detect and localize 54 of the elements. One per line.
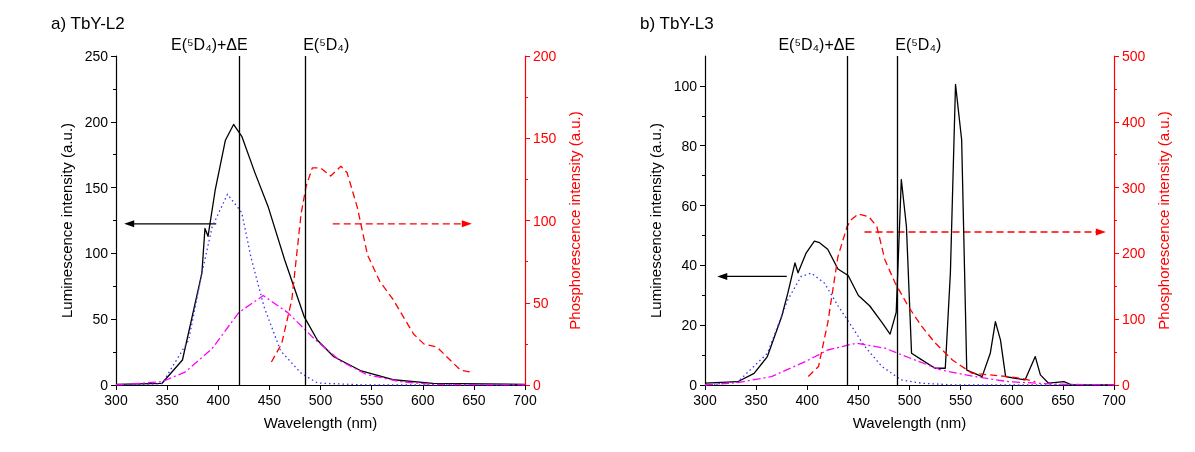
y2-tick-label: 400 — [1122, 113, 1146, 130]
x-tick-label: 650 — [1051, 392, 1075, 408]
x-tick-label: 600 — [1000, 392, 1024, 408]
y-tick-label: 80 — [681, 137, 698, 154]
y-tick-label: 20 — [681, 317, 698, 334]
y2-tick-label: 50 — [533, 294, 549, 311]
x-tick-label: 300 — [693, 392, 717, 408]
x-tick-label: 350 — [744, 392, 769, 408]
y2-tick-label: 200 — [533, 48, 557, 64]
y2-axis-title: Phosphorescence intensity (a.u.) — [566, 111, 584, 330]
y-tick-label: 100 — [84, 245, 109, 262]
x-axis-title: Wavelength (nm) — [852, 414, 967, 431]
x-tick-label: 700 — [1102, 392, 1126, 408]
x-tick-label: 550 — [948, 392, 973, 408]
line-series — [270, 165, 471, 373]
ref-line-label: E(⁵D₄)+ΔE — [778, 35, 856, 53]
ref-line-label: E(⁵D₄) — [303, 35, 350, 53]
x-tick-label: 450 — [846, 392, 871, 408]
x-tick-label: 400 — [795, 392, 820, 408]
x-tick-label: 700 — [513, 392, 537, 408]
y-tick-label: 150 — [84, 179, 109, 196]
x-tick-label: 400 — [206, 392, 231, 408]
y-tick-label: 60 — [681, 197, 698, 214]
y2-tick-label: 0 — [1122, 377, 1130, 393]
y-tick-label: 0 — [689, 377, 698, 393]
chart-title: a) TbY-L2 — [51, 14, 125, 33]
x-tick-label: 600 — [411, 392, 435, 408]
x-tick-label: 450 — [257, 392, 282, 408]
y-axis-title: Luminescence intensity (a.u.) — [646, 122, 664, 319]
x-tick-label: 500 — [308, 392, 333, 408]
y2-tick-label: 100 — [533, 212, 557, 229]
y2-tick-label: 500 — [1122, 48, 1146, 64]
y-tick-label: 0 — [100, 377, 109, 393]
x-tick-label: 650 — [462, 392, 486, 408]
y2-tick-label: 0 — [533, 377, 541, 393]
ref-line-label: E(⁵D₄) — [895, 35, 942, 53]
y2-axis-title: Phosphorescence intensity (a.u.) — [1155, 111, 1173, 330]
y2-tick-label: 300 — [1122, 179, 1146, 196]
y-tick-label: 100 — [673, 77, 698, 94]
x-tick-label: 500 — [897, 392, 922, 408]
x-tick-label: 300 — [104, 392, 128, 408]
y-tick-label: 200 — [84, 113, 109, 130]
chart-title: b) TbY-L3 — [640, 14, 714, 33]
y2-tick-label: 150 — [533, 130, 557, 147]
x-axis-title: Wavelength (nm) — [263, 414, 378, 431]
y-tick-label: 50 — [92, 311, 109, 328]
y2-tick-label: 100 — [1122, 311, 1146, 328]
y-axis-title: Luminescence intensity (a.u.) — [57, 122, 75, 319]
y-tick-label: 40 — [681, 257, 698, 274]
x-tick-label: 550 — [359, 392, 384, 408]
y2-tick-label: 200 — [1122, 245, 1146, 262]
y-tick-label: 250 — [84, 48, 109, 64]
ref-line-label: E(⁵D₄)+ΔE — [170, 35, 248, 53]
x-tick-label: 350 — [155, 392, 180, 408]
